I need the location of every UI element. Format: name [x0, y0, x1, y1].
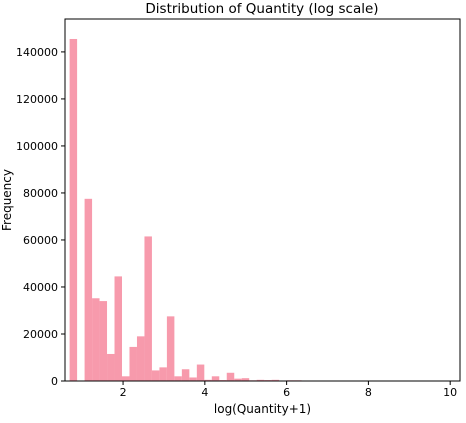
x-axis-label: log(Quantity+1)	[214, 402, 311, 416]
histogram-bar	[107, 354, 114, 381]
histogram-bar	[189, 377, 196, 381]
histogram-bar	[70, 39, 77, 381]
x-tick-label: 4	[201, 386, 208, 399]
y-axis-label: Frequency	[0, 169, 14, 231]
x-tick-label: 8	[365, 386, 372, 399]
x-tick-label: 2	[120, 386, 127, 399]
y-tick-label: 60000	[23, 234, 58, 247]
histogram-bar	[227, 373, 234, 381]
y-tick-label: 0	[51, 375, 58, 388]
y-tick-label: 40000	[23, 281, 58, 294]
chart-title: Distribution of Quantity (log scale)	[145, 1, 378, 17]
histogram-bar	[159, 367, 166, 381]
histogram-bar	[100, 301, 107, 381]
histogram-bar	[137, 336, 144, 381]
histogram-bar	[122, 376, 129, 381]
histogram-bar	[115, 276, 122, 381]
histogram-bar	[85, 199, 92, 381]
histogram-bar	[92, 298, 99, 381]
histogram-bar	[182, 369, 189, 381]
y-tick-label: 140000	[16, 46, 58, 59]
x-tick-label: 10	[443, 386, 457, 399]
y-tick-label: 20000	[23, 328, 58, 341]
histogram-bars	[70, 39, 444, 381]
y-tick-label: 100000	[16, 140, 58, 153]
y-tick-label: 120000	[16, 93, 58, 106]
y-axis-ticks: 0 20000 40000 60000 80000 100000 120000 140000	[16, 46, 65, 388]
histogram-bar	[174, 376, 181, 381]
x-axis-ticks: 2 4 6 8 10	[120, 381, 458, 399]
histogram-bar	[129, 347, 136, 381]
histogram-bar	[152, 370, 159, 381]
plot-frame	[65, 19, 460, 381]
histogram-bar	[144, 236, 151, 381]
x-tick-label: 6	[283, 386, 290, 399]
histogram-bar	[197, 365, 204, 381]
y-tick-label: 80000	[23, 187, 58, 200]
histogram-bar	[212, 376, 219, 381]
histogram-bar	[167, 316, 174, 381]
